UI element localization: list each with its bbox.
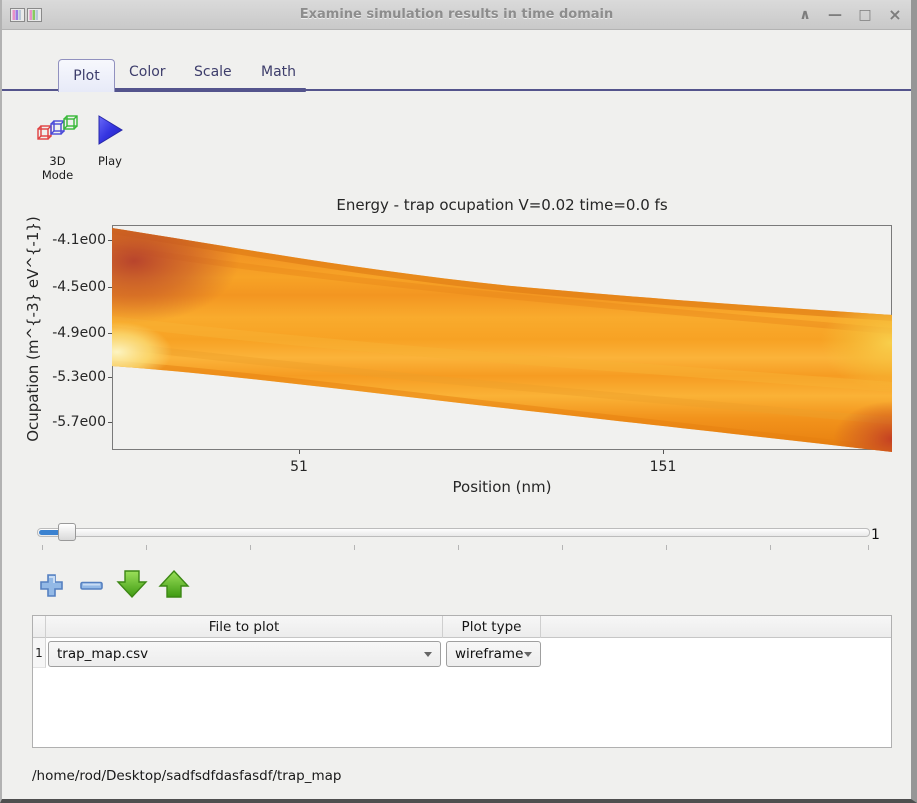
file-table-header: File to plot Plot type <box>33 616 891 638</box>
xtick-mark <box>663 450 664 454</box>
move-up-button[interactable] <box>158 568 190 604</box>
heatmap-band <box>112 228 892 452</box>
tab-color[interactable]: Color <box>129 64 166 80</box>
file-table: File to plot Plot type 1 trap_map.csv wi… <box>32 615 892 748</box>
app-logo-icon <box>10 7 44 27</box>
ytick-label: -4.9e00 <box>52 325 106 341</box>
add-row-button[interactable] <box>38 572 65 603</box>
slider-value-label: 1 <box>871 527 880 543</box>
slider-tick <box>458 545 459 550</box>
slider-tick <box>250 545 251 550</box>
row-number: 1 <box>33 638 46 668</box>
table-corner-cell <box>33 616 46 638</box>
window-controls: ∧ — □ × <box>797 0 903 30</box>
minus-icon <box>78 581 105 603</box>
ytick-label: -4.1e00 <box>52 232 106 248</box>
tab-plot[interactable]: Plot <box>58 59 115 92</box>
slider-tick <box>354 545 355 550</box>
slider-tick <box>868 545 869 550</box>
file-select[interactable]: trap_map.csv <box>48 641 441 667</box>
slider-tick <box>770 545 771 550</box>
tabbar-line-thick <box>114 88 306 92</box>
chevron-down-icon <box>524 652 532 657</box>
three-cubes-icon <box>30 110 85 150</box>
tab-scale[interactable]: Scale <box>194 64 232 80</box>
close-icon[interactable]: × <box>888 5 902 24</box>
play-icon <box>88 110 132 150</box>
maximize-icon[interactable]: □ <box>858 7 872 23</box>
ytick-mark <box>108 333 112 334</box>
plot-title: Energy - trap ocupation V=0.02 time=0.0 … <box>336 196 668 214</box>
window-title: Examine simulation results in time domai… <box>299 7 614 22</box>
ytick-label: -4.5e00 <box>52 279 106 295</box>
3d-mode-label-line2: Mode <box>41 168 74 182</box>
slider-tick <box>42 545 43 550</box>
chevron-down-icon <box>424 652 432 657</box>
column-header-file: File to plot <box>46 616 443 638</box>
minimize-icon[interactable]: — <box>828 7 842 23</box>
tabbar-line <box>2 89 911 91</box>
ytick-mark <box>108 287 112 288</box>
titlebar: Examine simulation results in time domai… <box>2 0 911 30</box>
plot-type-value: wireframe <box>455 646 524 662</box>
plus-icon <box>38 574 65 603</box>
xtick-label: 51 <box>290 459 308 475</box>
3d-mode-label-line1: 3D <box>49 154 66 168</box>
ytick-mark <box>108 240 112 241</box>
statusbar-path: /home/rod/Desktop/sadfsdfdasfasdf/trap_m… <box>32 768 342 784</box>
play-button[interactable]: Play <box>88 110 132 168</box>
ytick-label: -5.3e00 <box>52 369 106 385</box>
plot-xlabel: Position (nm) <box>452 478 552 496</box>
time-slider[interactable] <box>37 528 870 537</box>
ytick-mark <box>108 377 112 378</box>
tab-plot-label: Plot <box>73 68 100 84</box>
ytick-mark <box>108 422 112 423</box>
column-header-plot-type: Plot type <box>443 616 541 638</box>
play-label: Play <box>98 154 122 168</box>
xtick-label: 151 <box>649 459 677 475</box>
ytick-label: -5.7e00 <box>52 414 106 430</box>
tab-math[interactable]: Math <box>261 64 297 80</box>
plot-type-select[interactable]: wireframe <box>446 641 541 667</box>
xtick-mark <box>299 450 300 454</box>
shade-icon[interactable]: ∧ <box>799 7 811 23</box>
slider-tick <box>666 545 667 550</box>
3d-mode-button[interactable]: 3D Mode <box>30 110 85 182</box>
arrow-up-icon <box>158 569 190 604</box>
file-select-value: trap_map.csv <box>57 646 149 662</box>
slider-tick <box>562 545 563 550</box>
slider-tick <box>146 545 147 550</box>
remove-row-button[interactable] <box>78 572 105 603</box>
time-slider-fill <box>39 530 66 535</box>
time-slider-handle[interactable] <box>58 523 76 541</box>
move-down-button[interactable] <box>116 568 148 604</box>
arrow-down-icon <box>116 570 148 604</box>
